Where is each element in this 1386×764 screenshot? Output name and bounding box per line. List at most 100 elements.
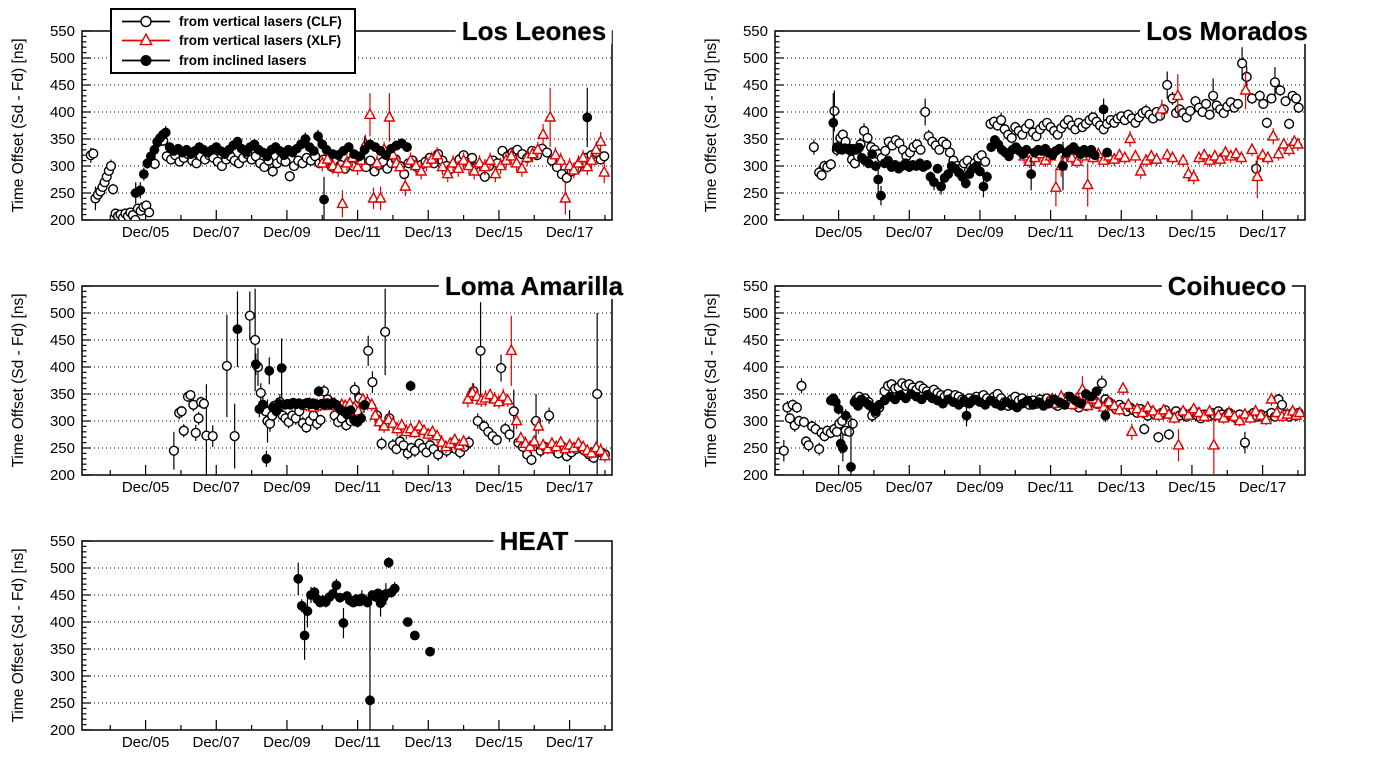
y-tick-label: 500 bbox=[50, 560, 75, 577]
data-point-marker bbox=[1026, 169, 1037, 180]
x-tick-label: Dec/07 bbox=[193, 479, 241, 496]
data-point-marker bbox=[367, 377, 378, 388]
data-point-marker bbox=[354, 151, 365, 162]
data-point-marker bbox=[380, 150, 391, 161]
series-filled-circle bbox=[825, 386, 1111, 475]
data-point-marker bbox=[837, 443, 848, 453]
data-point-marker bbox=[363, 107, 377, 120]
data-point-marker bbox=[284, 171, 295, 182]
data-point-marker bbox=[1177, 404, 1190, 416]
data-point-marker bbox=[541, 147, 553, 158]
data-point-marker bbox=[168, 445, 179, 456]
x-tick-label: Dec/15 bbox=[475, 479, 523, 496]
data-point-marker bbox=[380, 326, 391, 338]
filled-circle-marker-icon bbox=[122, 54, 170, 66]
y-tick-label: 250 bbox=[50, 185, 75, 202]
x-tick-label: Dec/13 bbox=[405, 734, 453, 751]
data-point-marker bbox=[492, 394, 506, 407]
data-point-marker bbox=[395, 418, 408, 430]
data-point-marker bbox=[1293, 102, 1304, 113]
data-point-marker bbox=[828, 117, 839, 128]
data-point-marker bbox=[1092, 396, 1105, 409]
data-point-marker bbox=[1254, 408, 1267, 420]
legend-label-inclined: from inclined lasers bbox=[179, 52, 307, 68]
data-point-marker bbox=[359, 399, 370, 410]
plot-heat: 200 250 300 350 400 450 500 550 Dec/05 Dec/07 Dec/… bbox=[10, 533, 613, 751]
series-filled-circle bbox=[130, 87, 593, 220]
data-point-marker bbox=[1150, 152, 1163, 164]
series-open-triangle bbox=[300, 315, 612, 463]
data-point-marker bbox=[510, 413, 523, 426]
data-point-marker bbox=[508, 406, 519, 417]
data-point-marker bbox=[472, 415, 483, 427]
data-point-marker bbox=[1241, 71, 1252, 83]
x-tick-label: Dec/11 bbox=[1027, 479, 1073, 496]
data-point-marker bbox=[1235, 150, 1248, 163]
data-point-marker bbox=[960, 178, 971, 189]
data-point-marker bbox=[1089, 150, 1100, 161]
data-point-marker bbox=[526, 454, 537, 465]
data-point-marker bbox=[929, 177, 939, 188]
x-tick-label: Dec/05 bbox=[122, 479, 170, 496]
data-point-marker bbox=[791, 402, 803, 413]
data-point-marker bbox=[798, 416, 810, 428]
y-tick-label: 250 bbox=[743, 440, 768, 457]
data-point-marker bbox=[198, 398, 210, 409]
x-tick-label: Dec/07 bbox=[886, 224, 934, 241]
data-point-marker bbox=[598, 165, 611, 177]
plot-los-morados: 200 250 300 350 400 450 500 550 Dec/05 Dec/07 Dec/… bbox=[703, 23, 1306, 241]
series-filled-circle bbox=[232, 291, 416, 467]
data-point-marker bbox=[244, 310, 255, 321]
data-point-marker bbox=[1153, 432, 1164, 443]
data-point-marker bbox=[1113, 403, 1126, 415]
data-point-marker bbox=[1091, 386, 1102, 397]
data-point-marker bbox=[598, 448, 612, 461]
x-tick-label: Dec/13 bbox=[1098, 479, 1146, 496]
y-tick-label: 450 bbox=[50, 77, 75, 94]
data-point-marker bbox=[1102, 394, 1115, 407]
x-tick-label: Dec/11 bbox=[334, 479, 380, 496]
data-point-marker bbox=[331, 580, 342, 591]
data-point-marker bbox=[572, 156, 585, 168]
y-axis-title: Time Offset (Sd - Fd) [ns] bbox=[10, 549, 27, 723]
data-point-marker bbox=[1245, 142, 1259, 155]
panel-title-los-morados: Los Morados bbox=[1140, 18, 1314, 44]
data-point-marker bbox=[982, 171, 992, 182]
legend-item-clf: from vertical lasers (CLF) bbox=[120, 14, 350, 29]
data-point-marker bbox=[1065, 150, 1078, 163]
panel-los-leones: 200 250 300 350 400 450 500 550 Dec/05 Dec/07 Dec/… bbox=[0, 0, 693, 255]
y-tick-label: 500 bbox=[50, 305, 75, 322]
data-point-marker bbox=[321, 152, 334, 164]
y-tick-label: 400 bbox=[743, 104, 768, 121]
data-point-marker bbox=[1222, 405, 1236, 418]
series-filled-circle bbox=[828, 93, 1113, 206]
y-tick-label: 450 bbox=[743, 332, 768, 349]
plot-loma-amarilla: 200 250 300 350 400 450 500 550 Dec/05 Dec/07 Dec/… bbox=[10, 278, 613, 496]
y-tick-label: 400 bbox=[743, 359, 768, 376]
y-tick-label: 550 bbox=[50, 23, 75, 40]
data-point-marker bbox=[590, 142, 603, 155]
data-point-marker bbox=[405, 380, 416, 391]
data-point-marker bbox=[1098, 104, 1109, 115]
data-point-marker bbox=[356, 413, 367, 424]
data-point-marker bbox=[1265, 392, 1278, 404]
data-point-marker bbox=[370, 156, 384, 168]
data-point-marker bbox=[1280, 96, 1291, 107]
data-point-marker bbox=[1187, 169, 1200, 182]
data-point-marker bbox=[1237, 58, 1248, 69]
data-point-marker bbox=[351, 159, 364, 172]
data-point-marker bbox=[996, 114, 1007, 126]
data-point-marker bbox=[554, 435, 567, 447]
data-point-marker bbox=[1177, 153, 1190, 165]
data-point-marker bbox=[193, 413, 204, 424]
data-point-marker bbox=[1277, 137, 1290, 149]
data-point-marker bbox=[267, 166, 278, 177]
y-tick-label: 500 bbox=[743, 50, 768, 67]
data-point-marker bbox=[494, 158, 507, 171]
data-point-marker bbox=[944, 147, 956, 158]
data-point-marker bbox=[1219, 145, 1232, 157]
x-tick-label: Dec/17 bbox=[546, 479, 594, 496]
data-point-marker bbox=[1283, 142, 1296, 155]
series-open-circle bbox=[168, 288, 611, 475]
data-point-marker bbox=[1118, 150, 1131, 163]
